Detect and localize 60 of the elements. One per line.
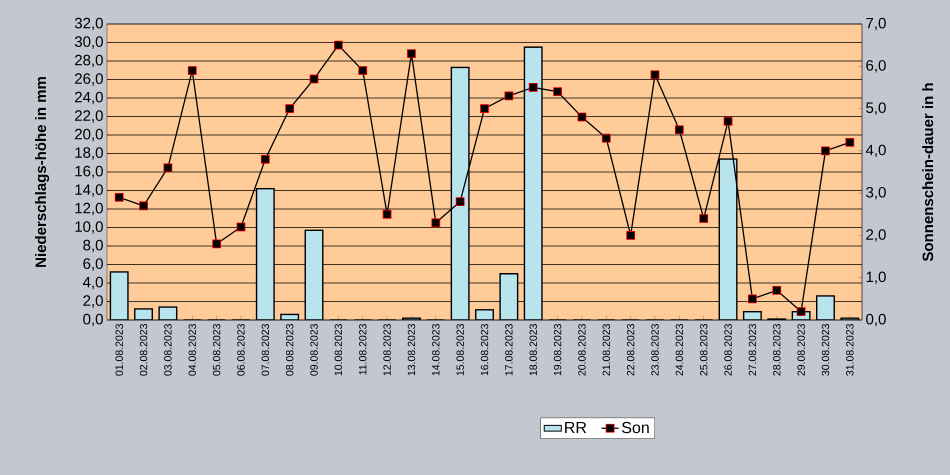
x-tick-label: 19.08.2023	[554, 324, 562, 376]
x-tick-label: 06.08.2023	[237, 324, 245, 376]
x-tick-label: 17.08.2023	[505, 324, 513, 376]
x-tick-label: 25.08.2023	[700, 324, 708, 376]
x-tick-label: 10.08.2023	[334, 324, 342, 376]
x-tick-label: 03.08.2023	[164, 324, 172, 376]
y2-tick-label: 7,0	[866, 18, 886, 30]
y-tick-label: 18,0	[75, 147, 103, 160]
x-tick-label: 09.08.2023	[310, 324, 318, 376]
y2-axis-title: Sonnenschein-dauer in h	[922, 83, 934, 262]
y-tick-label: 16,0	[75, 166, 103, 178]
x-tick-label: 14.08.2023	[432, 324, 440, 376]
y2-tick-label: 6,0	[866, 60, 886, 72]
y-tick-label: 32,0	[74, 18, 103, 30]
y-tick-label: 26,0	[75, 73, 103, 86]
x-tick-label: 13.08.2023	[408, 324, 416, 376]
legend-label: Son	[622, 422, 649, 434]
y-tick-label: 28,0	[75, 54, 103, 68]
x-tick-label: 07.08.2023	[262, 324, 270, 376]
legend-label: RR	[565, 422, 586, 433]
x-tick-label: 30.08.2023	[822, 324, 830, 376]
y2-tick-label: 3,0	[866, 186, 886, 200]
x-tick-label: 05.08.2023	[212, 324, 220, 376]
x-tick-label: 21.08.2023	[602, 324, 610, 376]
x-tick-label: 15.08.2023	[456, 324, 464, 376]
x-tick-label: 26.08.2023	[724, 324, 732, 376]
x-tick-label: 12.08.2023	[383, 324, 391, 376]
x-tick-label: 28.08.2023	[773, 324, 780, 376]
x-tick-label: 11.08.2023	[359, 324, 366, 375]
y-tick-label: 2,0	[83, 295, 103, 308]
y2-tick-label: 2,0	[866, 229, 886, 242]
y2-tick-label: 4,0	[866, 144, 886, 158]
y-tick-label: 30,0	[74, 36, 103, 49]
y2-tick-label: 1,0	[866, 272, 886, 284]
x-tick-label: 24.08.2023	[676, 324, 684, 376]
x-tick-label: 20.08.2023	[578, 324, 586, 376]
x-tick-label: 04.08.2023	[188, 324, 196, 376]
x-tick-label: 23.08.2023	[651, 324, 659, 376]
x-tick-label: 16.08.2023	[480, 324, 488, 376]
y-tick-label: 12,0	[75, 202, 103, 216]
y-tick-label: 8,0	[83, 240, 103, 252]
x-tick-label: 27.08.2023	[748, 324, 756, 376]
y-tick-label: 22,0	[75, 110, 103, 123]
x-tick-label: 29.08.2023	[797, 324, 805, 376]
x-tick-label: 31.08.2023	[846, 324, 854, 376]
x-tick-label: 08.08.2023	[286, 324, 294, 376]
y-tick-label: 20,0	[75, 128, 103, 142]
y2-tick-label: 0,0	[866, 314, 886, 326]
x-tick-label: 22.08.2023	[626, 324, 634, 376]
y-tick-label: 6,0	[83, 258, 103, 271]
x-tick-label: 02.08.2023	[140, 324, 148, 376]
y-tick-label: 10,0	[75, 221, 103, 234]
y-axis-title: Niederschlags-höhe in mm	[35, 77, 50, 267]
y-tick-label: 14,0	[75, 184, 103, 197]
y-tick-label: 4,0	[82, 276, 103, 290]
y2-tick-label: 5,0	[866, 102, 886, 115]
y-tick-label: 24,0	[75, 92, 103, 104]
x-tick-label: 01.08.2023	[115, 324, 123, 376]
y-tick-label: 0,0	[83, 314, 103, 326]
x-tick-label: 18.08.2023	[530, 324, 537, 376]
